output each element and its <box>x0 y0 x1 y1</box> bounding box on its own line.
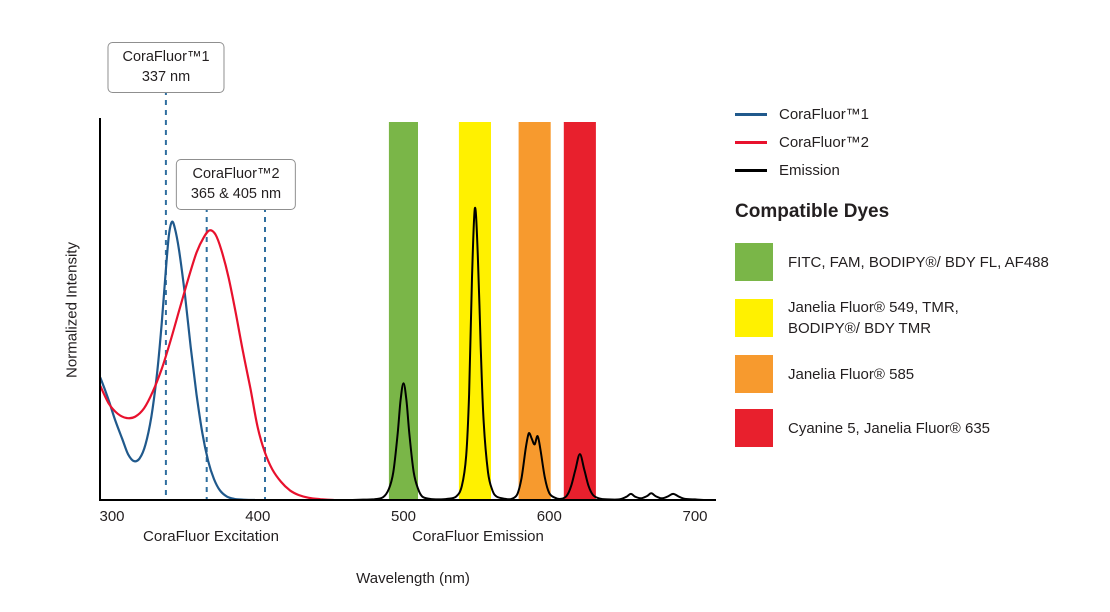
dye-label-orange: Janelia Fluor® 585 <box>788 364 914 385</box>
dye-label-line: Cyanine 5, Janelia Fluor® 635 <box>788 419 991 437</box>
dye-band-1 <box>458 122 491 499</box>
corafluor1-line-swatch <box>735 113 767 116</box>
x-tick-label-700: 700 <box>682 508 707 525</box>
dye-item-green: FITC, FAM, BODIPY®/ BDY FL, AF488 <box>735 243 1107 281</box>
legend-item-emission: Emission <box>735 162 1107 179</box>
x-region-label-emission: CoraFluor Emission <box>412 528 544 545</box>
dye-label-red: Cyanine 5, Janelia Fluor® 635 <box>788 418 990 439</box>
compatible-dyes-heading: Compatible Dyes <box>735 201 890 222</box>
annotation-corafluor2-wavelength: 365 & 405 nm <box>190 185 282 202</box>
green-dye-swatch <box>735 243 773 281</box>
legend: CoraFluor™1 CoraFluor™2 Emission Compati… <box>735 106 1107 463</box>
annotation-corafluor1-name: CoraFluor™1 <box>122 49 210 65</box>
curve-emission <box>344 207 705 500</box>
annotation-corafluor1: CoraFluor™1 337 nm <box>107 42 225 94</box>
x-tick-label-500: 500 <box>391 508 416 525</box>
x-tick-label-400: 400 <box>245 508 270 525</box>
x-axis-title: Wavelength (nm) <box>356 570 470 587</box>
dye-label-line: Janelia Fluor® 585 <box>788 365 915 383</box>
dye-item-yellow: Janelia Fluor® 549, TMR, BODIPY®/ BDY TM… <box>735 297 1107 339</box>
x-tick-label-600: 600 <box>537 508 562 525</box>
yellow-dye-swatch <box>735 299 773 337</box>
curve-corafluor1-excitation <box>99 220 256 500</box>
red-dye-swatch <box>735 409 773 447</box>
annotation-corafluor1-wavelength: 337 nm <box>141 68 191 85</box>
legend-label-emission: Emission <box>779 162 840 179</box>
dye-label-green: FITC, FAM, BODIPY®/ BDY FL, AF488 <box>788 252 1049 273</box>
curves-group <box>99 207 705 500</box>
legend-label-corafluor2: CoraFluor™2 <box>779 134 870 151</box>
dye-label-line: BODIPY®/ BDY TMR <box>788 320 932 337</box>
y-axis-label: Normalized Intensity <box>63 242 81 378</box>
legend-label-corafluor1: CoraFluor™1 <box>779 106 870 123</box>
dye-band-2 <box>518 122 551 499</box>
dye-band-0 <box>388 122 418 499</box>
dye-band-3 <box>563 122 596 499</box>
emission-line-swatch <box>735 169 767 172</box>
annotation-corafluor2: CoraFluor™2 365 & 405 nm <box>175 159 297 211</box>
dye-label-yellow: Janelia Fluor® 549, TMR, BODIPY®/ BDY TM… <box>788 297 959 339</box>
annotation-corafluor2-name: CoraFluor™2 <box>192 166 280 182</box>
legend-item-corafluor1: CoraFluor™1 <box>735 106 1107 123</box>
x-region-label-excitation: CoraFluor Excitation <box>143 528 279 545</box>
dye-item-red: Cyanine 5, Janelia Fluor® 635 <box>735 409 1107 447</box>
x-tick-label-300: 300 <box>99 508 124 525</box>
curve-corafluor2-excitation <box>99 229 335 500</box>
dye-label-line: Janelia Fluor® 549, TMR, <box>788 299 959 316</box>
corafluor2-line-swatch <box>735 141 767 144</box>
dye-label-line: FITC, FAM, BODIPY®/ BDY FL, AF488 <box>788 253 1049 271</box>
legend-item-corafluor2: CoraFluor™2 <box>735 134 1107 151</box>
orange-dye-swatch <box>735 355 773 393</box>
dye-item-orange: Janelia Fluor® 585 <box>735 355 1107 393</box>
